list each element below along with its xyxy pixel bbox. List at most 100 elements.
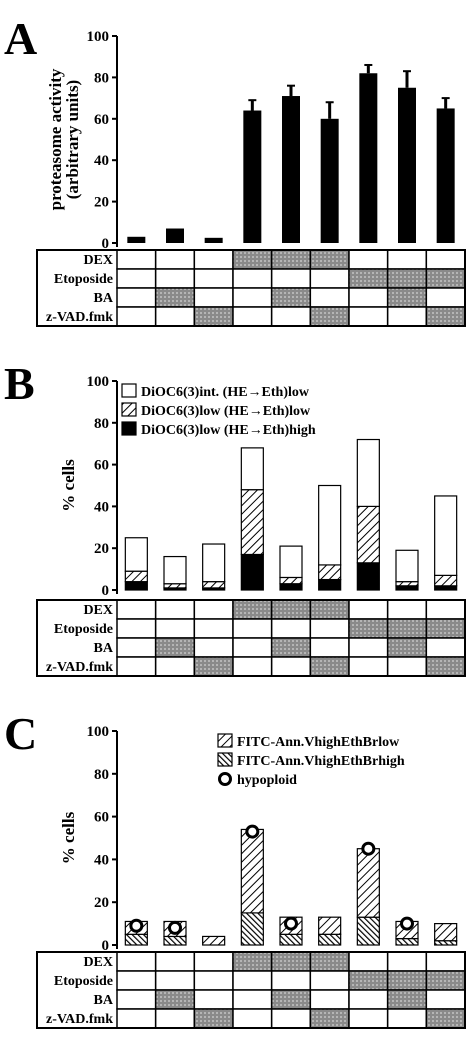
table-cell <box>309 970 350 991</box>
bar-segment <box>434 922 458 942</box>
table-cell <box>270 1008 312 1029</box>
bar-segment <box>240 912 264 946</box>
legend-label: FITC-Ann.VhighEthBrlow <box>237 735 400 750</box>
bar-segment <box>279 583 303 591</box>
table-cell <box>386 1008 428 1029</box>
bar-segment <box>318 564 342 581</box>
row-label: DEX <box>83 603 113 618</box>
bar <box>359 73 378 243</box>
table-cell <box>232 599 273 620</box>
y-tick-label: 80 <box>94 416 109 432</box>
table-cell <box>348 970 389 991</box>
table-cell <box>270 599 312 620</box>
table-cell <box>309 989 350 1010</box>
table-cell <box>232 249 273 270</box>
table-cell <box>270 989 312 1010</box>
marker <box>245 824 260 839</box>
table-cell <box>348 306 389 327</box>
row-label: DEX <box>83 253 113 268</box>
legend-swatch <box>121 421 137 436</box>
y-axis-label: (arbitrary units) <box>63 80 82 199</box>
bar-segment <box>395 581 419 587</box>
panel-letter: B <box>4 358 35 409</box>
row-label: BA <box>94 291 114 306</box>
table-cell <box>309 951 350 972</box>
row-label: z-VAD.fmk <box>46 1012 113 1027</box>
bar-segment <box>434 574 458 587</box>
table-cell <box>232 306 273 327</box>
table-frame <box>36 951 466 1029</box>
bar-segment <box>163 935 187 946</box>
table-cell <box>232 618 273 639</box>
table-cell <box>309 599 350 620</box>
table-cell <box>116 656 157 677</box>
table-cell <box>386 656 428 677</box>
row-label: z-VAD.fmk <box>46 310 113 325</box>
table-cell <box>270 951 312 972</box>
table-cell <box>193 656 234 677</box>
table-cell <box>386 268 428 289</box>
table-cell <box>116 970 157 991</box>
bar-segment <box>318 916 342 935</box>
bar-segment <box>240 489 264 556</box>
bar-segment <box>395 585 419 591</box>
legend-label: DiOC6(3)int. (HE→Eth)low <box>141 385 310 400</box>
table-cell <box>193 1008 234 1029</box>
table-cell <box>309 656 350 677</box>
table-cell <box>193 989 234 1010</box>
y-tick-label: 60 <box>94 458 109 474</box>
table-cell <box>154 1008 196 1029</box>
table-cell <box>154 599 196 620</box>
bar-segment <box>356 438 380 507</box>
row-label: Etoposide <box>54 974 113 989</box>
legend-swatch <box>217 752 233 767</box>
table-cell <box>154 951 196 972</box>
table-cell <box>270 656 312 677</box>
y-tick-label: 0 <box>102 236 110 252</box>
row-label: Etoposide <box>54 622 113 637</box>
table-cell <box>270 249 312 270</box>
bar <box>282 96 300 243</box>
table-cell <box>348 656 389 677</box>
bar-segment <box>318 933 342 946</box>
table-cell <box>386 287 428 308</box>
table-cell <box>193 287 234 308</box>
table-cell <box>193 637 234 658</box>
legend-label: DiOC6(3)low (HE→Eth)high <box>141 423 316 438</box>
table-cell <box>116 989 157 1010</box>
table-frame <box>36 599 466 677</box>
table-cell <box>193 951 234 972</box>
y-axis-label: % cells <box>59 811 78 864</box>
y-tick-label: 80 <box>94 70 109 86</box>
table-cell <box>425 637 466 658</box>
bar-segment <box>356 505 380 564</box>
y-tick-label: 100 <box>87 374 110 390</box>
panel-letter: C <box>4 708 37 759</box>
table-cell <box>154 637 196 658</box>
table-cell <box>116 287 157 308</box>
y-tick-label: 100 <box>87 724 110 740</box>
bar-segment <box>124 933 148 946</box>
bar-segment <box>240 447 264 491</box>
table-cell <box>116 249 157 270</box>
bar-segment <box>202 543 226 583</box>
table-cell <box>348 268 389 289</box>
y-tick-label: 40 <box>94 852 109 868</box>
table-cell <box>270 306 312 327</box>
table-cell <box>425 951 466 972</box>
legend-marker <box>218 772 232 786</box>
bar-segment <box>356 562 380 591</box>
table-cell <box>270 970 312 991</box>
table-cell <box>425 287 466 308</box>
table-cell <box>270 618 312 639</box>
table-cell <box>386 951 428 972</box>
bar-segment <box>279 576 303 585</box>
table-cell <box>309 637 350 658</box>
table-cell <box>232 989 273 1010</box>
table-cell <box>193 618 234 639</box>
table-cell <box>309 618 350 639</box>
table-cell <box>386 618 428 639</box>
bar-segment <box>279 545 303 579</box>
table-cell <box>309 287 350 308</box>
